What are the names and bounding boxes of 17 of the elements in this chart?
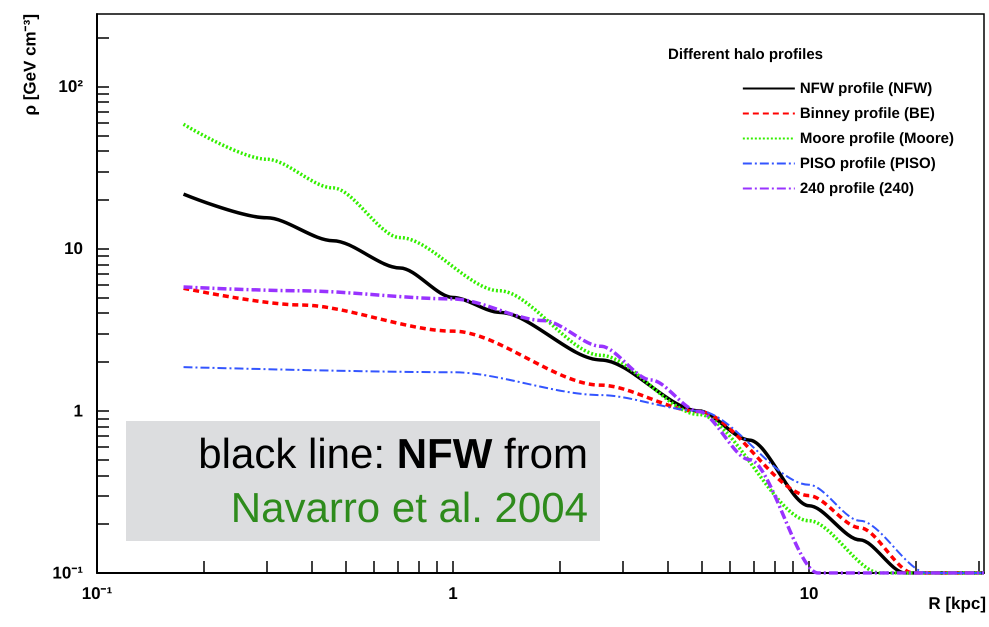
x-tick-label: 10 — [800, 584, 819, 603]
x-tick-label: 10⁻¹ — [82, 584, 113, 603]
annotation: Navarro et al. 2004 — [230, 483, 588, 533]
annotation: black line: NFW from — [198, 430, 588, 477]
legend-label: Moore profile (Moore) — [800, 130, 954, 147]
y-tick-label: 10⁻¹ — [52, 564, 84, 582]
legend-label: PISO profile (PISO) — [800, 155, 936, 172]
x-axis-title: R [kpc] — [928, 594, 986, 613]
y-axis-title: ρ [GeV cm⁻³] — [20, 14, 40, 116]
y-tick-label: 1 — [74, 401, 83, 420]
y-tick-label: 10² — [58, 77, 84, 96]
y-tick-label: 10 — [64, 239, 83, 258]
legend-title: Different halo profiles — [668, 46, 824, 63]
legend-label: 240 profile (240) — [800, 180, 914, 197]
legend-label: NFW profile (NFW) — [800, 80, 932, 97]
legend-label: Binney profile (BE) — [800, 105, 935, 122]
x-tick-label: 1 — [448, 584, 458, 603]
